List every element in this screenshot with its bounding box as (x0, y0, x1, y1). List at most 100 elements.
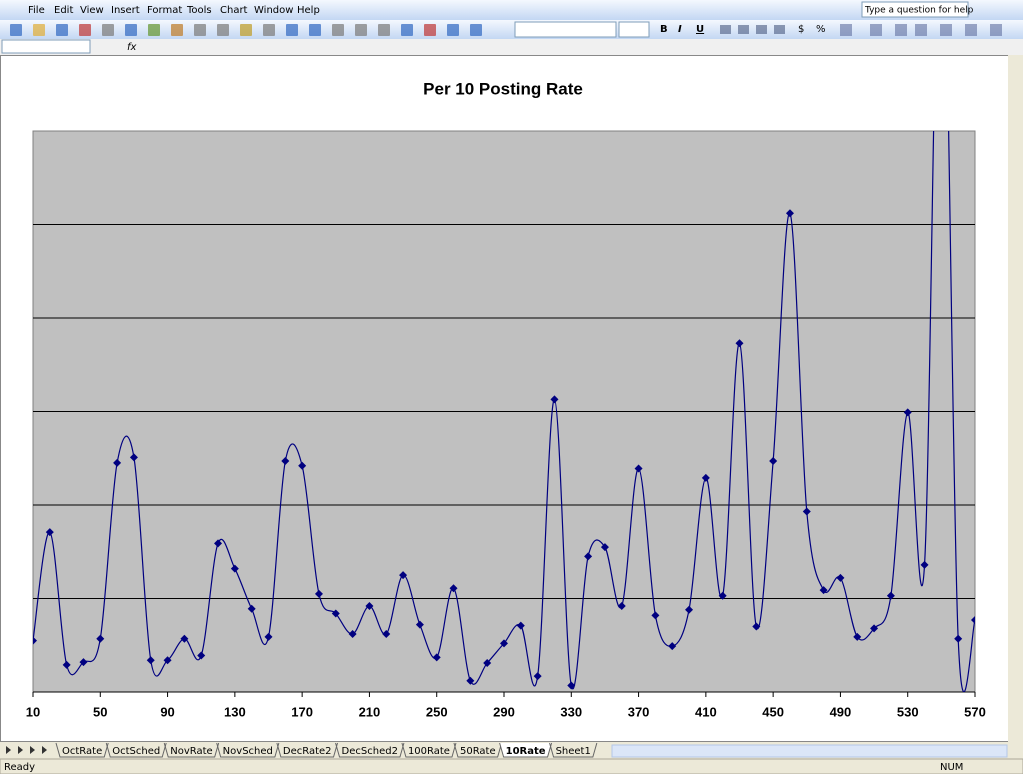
toolbar-button[interactable] (447, 24, 459, 36)
sheet-tab[interactable]: 100Rate (408, 746, 450, 757)
data-point (180, 634, 189, 643)
toolbar-button[interactable] (940, 24, 952, 36)
toolbar-button[interactable] (240, 24, 252, 36)
font-size-box[interactable] (618, 21, 650, 38)
tab-scroll[interactable] (30, 746, 35, 754)
toolbar-button[interactable] (194, 24, 206, 36)
data-point (584, 552, 593, 561)
toolbar-button[interactable] (125, 24, 137, 36)
toolbar-button[interactable] (79, 24, 91, 36)
sheet-tab-shape (499, 742, 553, 758)
number-button[interactable]: % (816, 24, 826, 35)
data-point (668, 642, 677, 651)
chart-title: Per 10 Posting Rate (423, 79, 583, 98)
sheet-tab-shape (401, 742, 457, 758)
data-point (466, 676, 475, 685)
toolbar-button[interactable] (378, 24, 390, 36)
sheet-tab-shape (335, 742, 405, 758)
toolbar-button[interactable] (332, 24, 344, 36)
data-point (634, 464, 643, 473)
font-name-box[interactable] (514, 21, 617, 38)
toolbar-button[interactable] (56, 24, 68, 36)
tab-scroll[interactable] (42, 746, 47, 754)
name-box[interactable] (1, 39, 91, 54)
toolbar-button[interactable] (355, 24, 367, 36)
tab-scroll[interactable] (18, 746, 23, 754)
number-button[interactable]: $ (798, 24, 804, 35)
sheet-tab[interactable]: 10Rate (506, 746, 546, 757)
data-point (415, 620, 424, 629)
toolbar-button[interactable] (171, 24, 183, 36)
sheet-tab[interactable]: OctRate (62, 746, 102, 757)
data-point (769, 457, 778, 466)
toolbar-button[interactable] (286, 24, 298, 36)
menu-item[interactable]: Insert (111, 5, 140, 16)
toolbar-button[interactable] (990, 24, 1002, 36)
toolbar-button[interactable] (424, 24, 436, 36)
toolbar-button[interactable] (895, 24, 907, 36)
sheet-tab[interactable]: NovRate (170, 746, 212, 757)
data-point (96, 634, 105, 643)
data-point (954, 634, 963, 643)
status-text: Ready (4, 762, 35, 773)
sheet-tab[interactable]: 50Rate (460, 746, 496, 757)
toolbar-button[interactable] (840, 24, 852, 36)
align-button[interactable] (756, 25, 767, 34)
data-point (567, 681, 576, 690)
format-button[interactable]: B (660, 24, 668, 35)
toolbar-button[interactable] (263, 24, 275, 36)
data-point (870, 624, 879, 633)
data-point (264, 632, 273, 641)
data-point (33, 636, 37, 645)
toolbar-button[interactable] (965, 24, 977, 36)
h-scrollbar[interactable] (611, 744, 1008, 758)
toolbar-button[interactable] (470, 24, 482, 36)
data-point (281, 457, 290, 466)
x-tick-label: 290 (493, 704, 515, 719)
toolbar-button[interactable] (33, 24, 45, 36)
toolbar-button[interactable] (217, 24, 229, 36)
formula-bar (0, 39, 1023, 55)
format-button[interactable]: I (678, 24, 682, 35)
menu-item[interactable]: Help (297, 5, 320, 16)
align-button[interactable] (738, 25, 749, 34)
x-tick-label: 490 (830, 704, 852, 719)
menu-item[interactable]: Chart (220, 5, 248, 16)
toolbar-button[interactable] (102, 24, 114, 36)
menu-item[interactable]: Format (147, 5, 182, 16)
menu-item[interactable]: Edit (54, 5, 73, 16)
data-point (365, 601, 374, 610)
tab-scroll[interactable] (6, 746, 11, 754)
toolbar-button[interactable] (309, 24, 321, 36)
sheet-tab-shape (216, 742, 280, 758)
menu-item[interactable]: View (80, 5, 104, 16)
sheet-tab-shape (105, 742, 167, 758)
sheet-tab[interactable]: Sheet1 (556, 746, 591, 757)
x-tick-label: 10 (26, 704, 40, 719)
menu-item[interactable]: Window (254, 5, 293, 16)
toolbar-button[interactable] (401, 24, 413, 36)
toolbar-button[interactable] (10, 24, 22, 36)
sheet-tab[interactable]: DecRate2 (283, 746, 332, 757)
menu-item[interactable]: Tools (186, 5, 212, 16)
x-tick-label: 450 (762, 704, 784, 719)
help-box[interactable] (861, 1, 969, 18)
align-button[interactable] (774, 25, 785, 34)
data-point (819, 586, 828, 595)
data-point (701, 473, 710, 482)
data-point (163, 656, 172, 665)
sheet-tab-shape (163, 742, 220, 758)
data-point (785, 209, 794, 218)
format-button[interactable]: U (696, 24, 704, 35)
toolbar-button[interactable] (870, 24, 882, 36)
sheet-tab[interactable]: DecSched2 (342, 746, 398, 757)
data-point (802, 507, 811, 516)
align-button[interactable] (720, 25, 731, 34)
toolbar-button[interactable] (915, 24, 927, 36)
menu-item[interactable]: File (28, 5, 45, 16)
data-point (230, 564, 239, 573)
data-point (197, 651, 206, 660)
toolbar-button[interactable] (148, 24, 160, 36)
sheet-tab[interactable]: NovSched (223, 746, 273, 757)
sheet-tab[interactable]: OctSched (112, 746, 160, 757)
